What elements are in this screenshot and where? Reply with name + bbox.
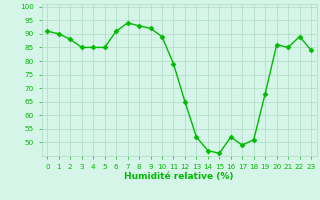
X-axis label: Humidité relative (%): Humidité relative (%) [124, 172, 234, 181]
